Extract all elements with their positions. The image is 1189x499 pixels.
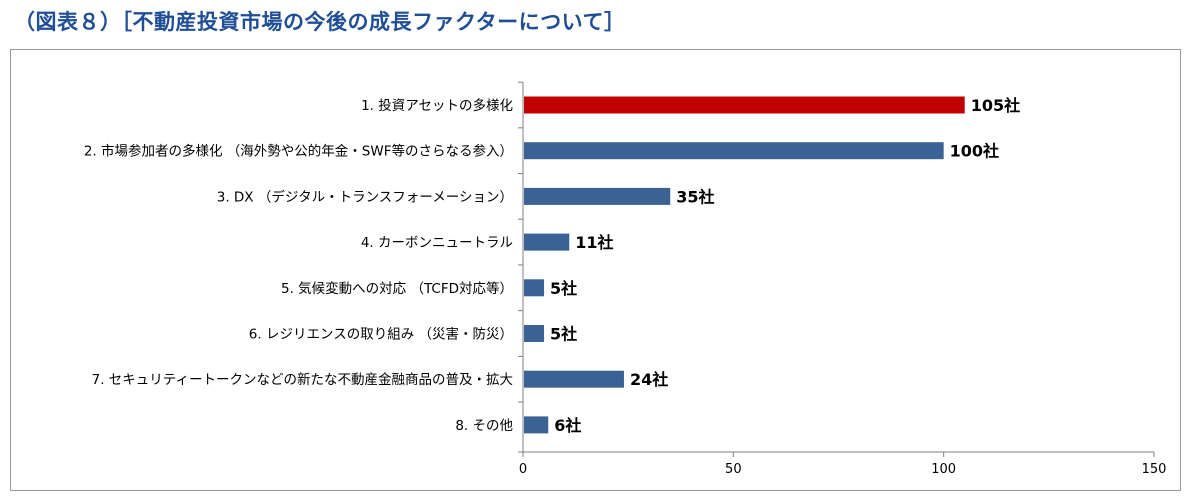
value-label: 11社 <box>575 233 613 252</box>
category-label: 7. セキュリティートークンなどの新たな不動産金融商品の普及・拡大 <box>92 372 513 388</box>
category-label: 1. 投資アセットの多様化 <box>361 97 513 114</box>
value-label: 105社 <box>971 96 1020 115</box>
category-label: 4. カーボンニュートラル <box>361 235 513 251</box>
value-label: 5社 <box>550 279 577 298</box>
category-label: 2. 市場参加者の多様化 （海外勢や公的年金・SWF等のさらなる参入） <box>84 143 513 160</box>
x-tick-label: 150 <box>1142 462 1167 477</box>
chart-title: （図表８）［不動産投資市場の今後の成長ファクターについて］ <box>14 10 626 34</box>
bar <box>524 370 624 388</box>
bar <box>524 187 671 205</box>
category-label: 8. その他 <box>455 418 513 434</box>
category-label: 5. 気候変動への対応 （TCFD対応等） <box>281 280 513 297</box>
bar <box>524 325 545 342</box>
bar <box>524 96 965 114</box>
chart-frame <box>10 49 1181 491</box>
value-label: 35社 <box>676 187 714 206</box>
bar <box>524 416 549 434</box>
x-tick-label: 100 <box>931 462 956 477</box>
value-label: 24社 <box>630 370 668 389</box>
bar <box>524 279 545 297</box>
x-tick-label: 0 <box>519 462 527 477</box>
bar <box>524 142 944 160</box>
value-label: 5社 <box>550 325 577 344</box>
x-tick-label: 50 <box>725 462 742 477</box>
bar <box>524 233 570 251</box>
category-label: 3. DX （デジタル・トランスフォーメーション） <box>217 188 513 205</box>
category-label: 6. レジリエンスの取り組み （災害・防災） <box>249 327 513 343</box>
value-label: 6社 <box>554 416 581 435</box>
value-label: 100社 <box>950 142 999 161</box>
